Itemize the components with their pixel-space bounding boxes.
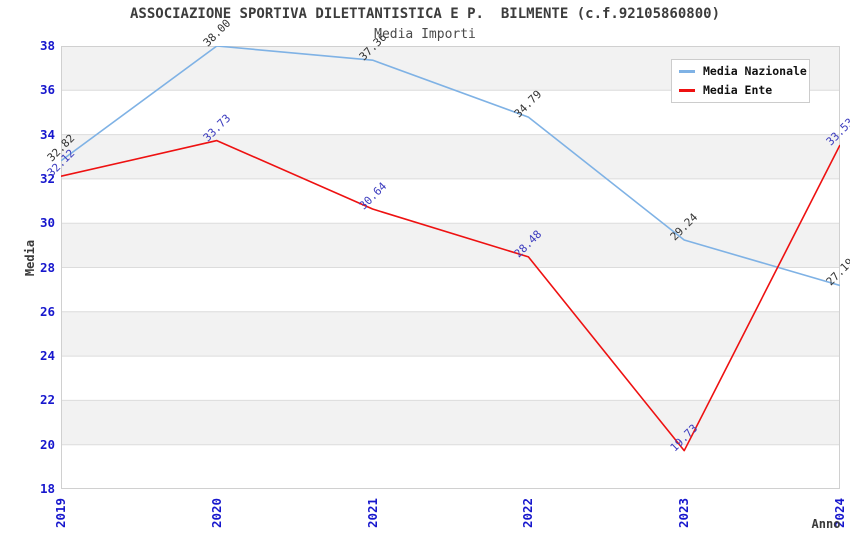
x-tick-label: 2023 — [675, 497, 691, 529]
media-ente-line-swatch — [679, 89, 695, 92]
x-tick-label: 2022 — [520, 497, 536, 529]
y-tick-label: 32 — [39, 170, 55, 186]
y-tick-label: 22 — [39, 392, 55, 408]
media-nazionale-line-swatch — [679, 70, 695, 73]
y-tick-label: 36 — [39, 82, 55, 98]
y-tick-label: 24 — [39, 347, 55, 363]
y-tick-label: 34 — [39, 126, 55, 142]
x-axis-label: Anno — [811, 517, 841, 531]
legend-item-media-nazionale: Media Nazionale — [679, 63, 809, 78]
y-tick-label: 30 — [39, 214, 55, 230]
y-tick-label: 38 — [39, 37, 55, 53]
y-axis-label: Media — [23, 239, 37, 277]
legend-label-media-ente: Media Ente — [703, 82, 773, 97]
legend-label-media-nazionale: Media Nazionale — [703, 63, 807, 78]
y-tick-label: 26 — [39, 303, 55, 319]
chart-title: ASSOCIAZIONE SPORTIVA DILETTANTISTICA E … — [129, 6, 720, 22]
legend: Media Nazionale Media Ente — [671, 59, 810, 103]
legend-item-media-ente: Media Ente — [679, 82, 809, 97]
y-tick-label: 18 — [39, 480, 55, 496]
x-tick-label: 2021 — [364, 497, 380, 529]
y-tick-label: 28 — [39, 259, 55, 275]
x-tick-label: 2019 — [52, 497, 68, 529]
chart-subtitle: Media Importi — [374, 27, 476, 42]
plot-area — [61, 46, 840, 489]
y-tick-label: 20 — [39, 436, 55, 452]
x-tick-label: 2020 — [208, 497, 224, 529]
